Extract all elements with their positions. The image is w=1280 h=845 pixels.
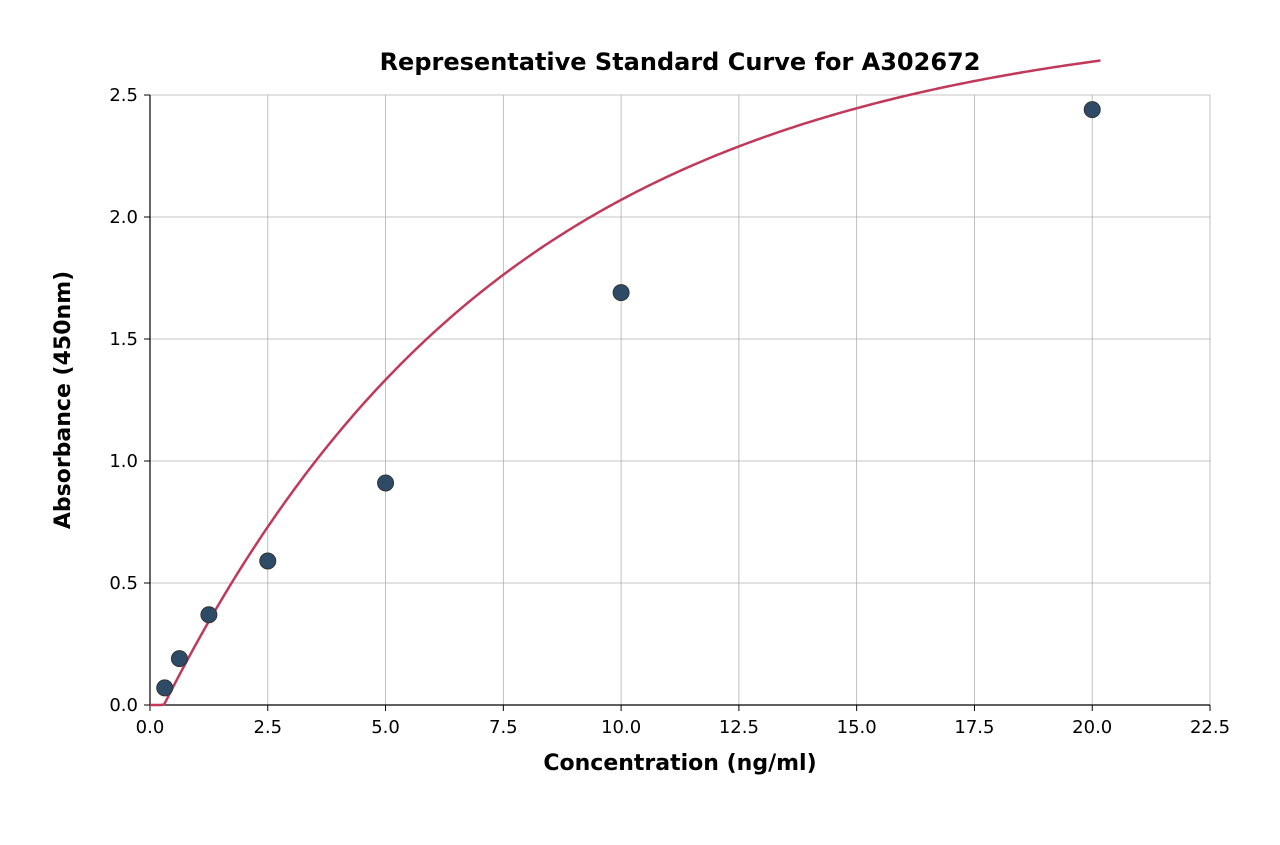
x-tick-label: 5.0 xyxy=(371,717,400,738)
x-tick-label: 7.5 xyxy=(489,717,518,738)
data-point xyxy=(171,651,187,667)
x-tick-label: 0.0 xyxy=(136,717,165,738)
data-point xyxy=(378,475,394,491)
x-tick-label: 10.0 xyxy=(601,717,641,738)
x-tick-label: 17.5 xyxy=(954,717,994,738)
y-tick-label: 2.0 xyxy=(109,207,138,228)
y-tick-label: 1.0 xyxy=(109,451,138,472)
y-axis-label: Absorbance (450nm) xyxy=(51,271,76,529)
data-point xyxy=(613,285,629,301)
data-point xyxy=(260,553,276,569)
plot-background xyxy=(150,95,1210,705)
x-tick-label: 2.5 xyxy=(253,717,282,738)
y-tick-label: 2.5 xyxy=(109,85,138,106)
y-tick-label: 0.5 xyxy=(109,573,138,594)
chart-title: Representative Standard Curve for A30267… xyxy=(380,48,981,76)
x-tick-label: 12.5 xyxy=(719,717,759,738)
y-tick-label: 1.5 xyxy=(109,329,138,350)
chart-container: 0.0 2.5 5.0 7.5 10.0 12.5 15.0 17.5 20.0 22.5 0.0 0… xyxy=(0,0,1280,845)
x-tick-label: 20.0 xyxy=(1072,717,1112,738)
y-tick-label: 0.0 xyxy=(109,695,138,716)
x-axis-label: Concentration (ng/ml) xyxy=(543,751,816,776)
data-point xyxy=(201,607,217,623)
chart-svg: 0.0 2.5 5.0 7.5 10.0 12.5 15.0 17.5 20.0 22.5 0.0 0… xyxy=(0,0,1280,845)
x-tick-label: 15.0 xyxy=(837,717,877,738)
data-point xyxy=(157,680,173,696)
x-tick-label: 22.5 xyxy=(1190,717,1230,738)
data-point xyxy=(1084,102,1100,118)
